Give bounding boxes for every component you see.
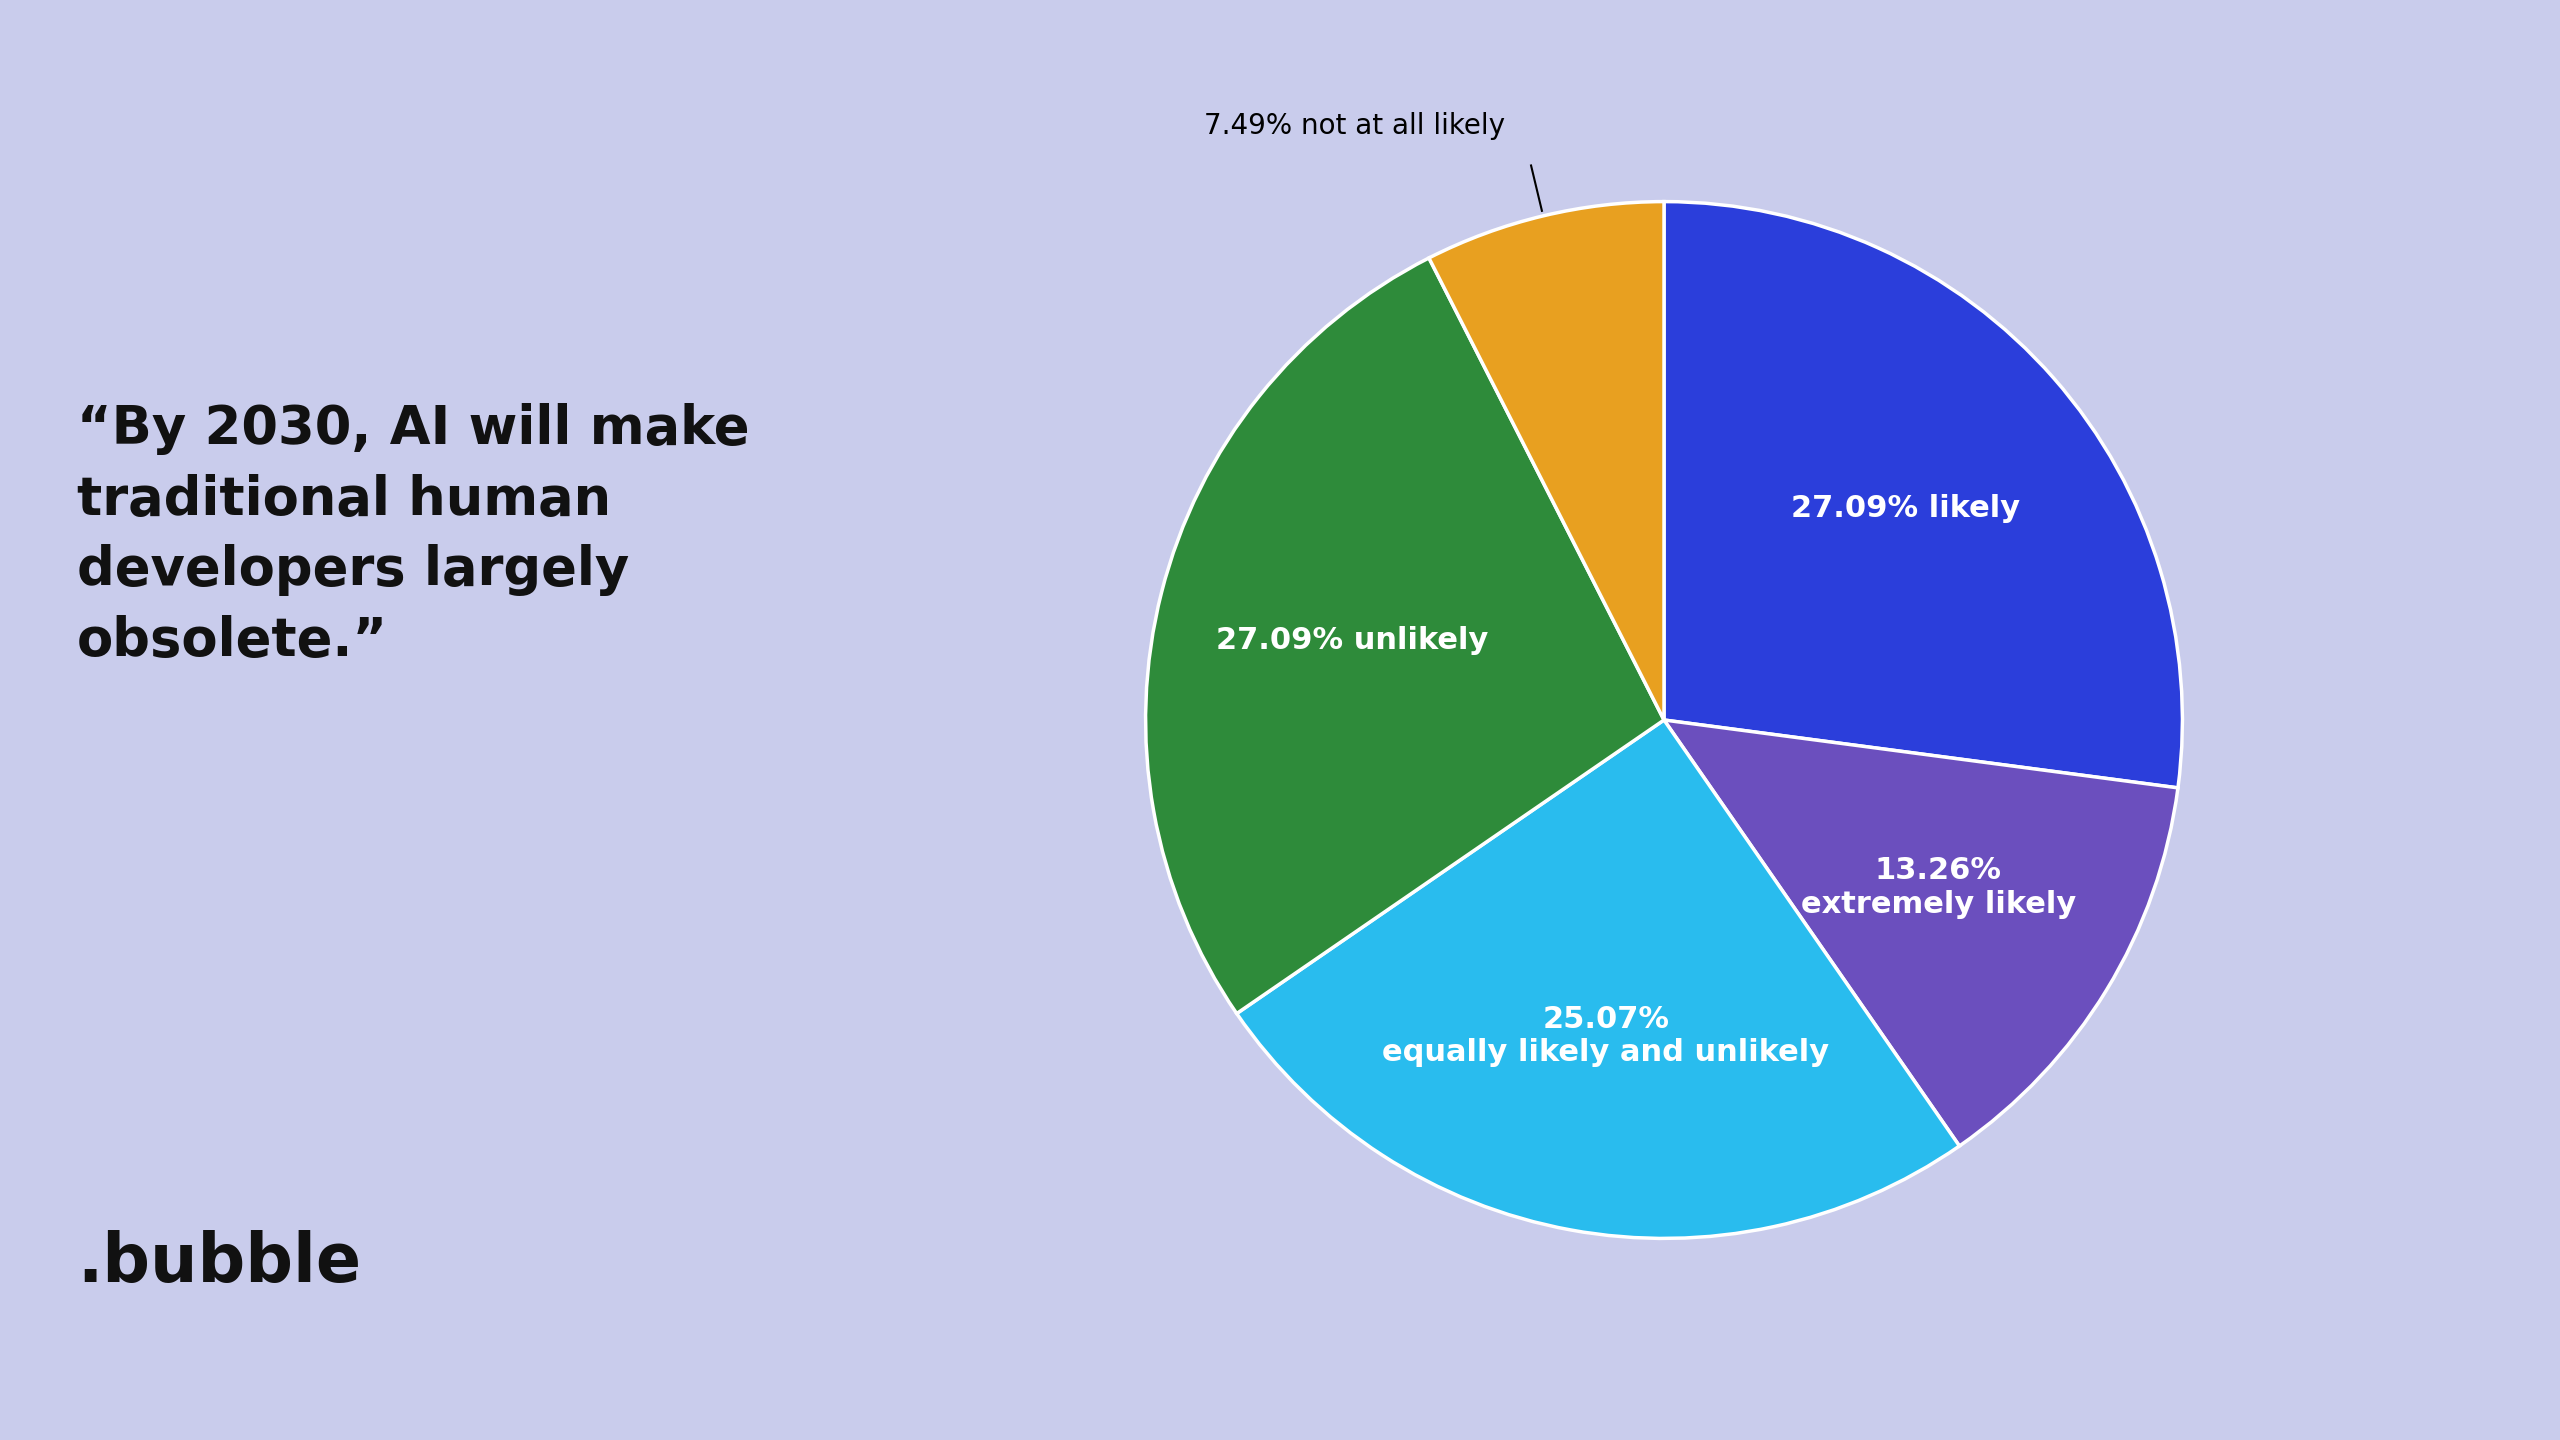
Wedge shape [1428,202,1664,720]
Text: 7.49% not at all likely: 7.49% not at all likely [1203,111,1505,140]
Wedge shape [1664,202,2181,788]
Text: 25.07%
equally likely and unlikely: 25.07% equally likely and unlikely [1382,1005,1830,1067]
Text: “By 2030, AI will make
traditional human
developers largely
obsolete.”: “By 2030, AI will make traditional human… [77,403,750,667]
Text: .bubble: .bubble [77,1230,361,1296]
Wedge shape [1664,720,2179,1146]
Text: 13.26%
extremely likely: 13.26% extremely likely [1800,857,2076,919]
Text: 27.09% unlikely: 27.09% unlikely [1216,626,1490,655]
Wedge shape [1147,258,1664,1014]
Wedge shape [1236,720,1958,1238]
Text: 27.09% likely: 27.09% likely [1792,494,2020,523]
